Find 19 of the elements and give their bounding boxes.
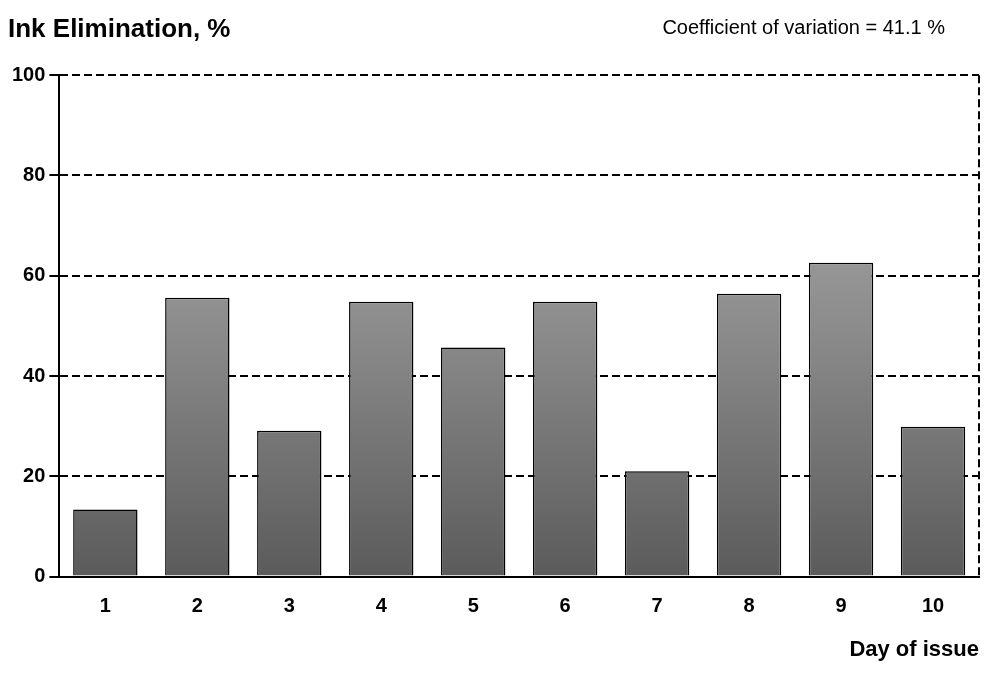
y-tick-label: 20: [23, 463, 46, 486]
x-tick-label: 6: [559, 594, 571, 617]
y-tick-label: 60: [23, 263, 46, 286]
x-tick-label: 5: [467, 594, 479, 617]
x-tick-label: 8: [743, 594, 755, 617]
x-tick-label: 2: [191, 594, 203, 617]
chart-title: Ink Elimination, %: [8, 12, 231, 43]
y-tick-label: 40: [23, 363, 46, 386]
x-tick-label: 3: [283, 594, 295, 617]
y-tick-label: 100: [11, 62, 46, 85]
x-tick-label: 9: [835, 594, 847, 617]
x-tick-label: 10: [921, 594, 945, 617]
text: Coefficient of variation = 41.1 %: [662, 15, 946, 38]
x-tick-label: 1: [99, 594, 111, 617]
x-axis-title: Day of issue: [849, 635, 979, 661]
x-tick-label: 7: [651, 594, 663, 617]
y-tick-label: 80: [23, 163, 46, 185]
y-tick-label: 0: [34, 564, 46, 587]
x-tick-label: 4: [375, 594, 388, 617]
